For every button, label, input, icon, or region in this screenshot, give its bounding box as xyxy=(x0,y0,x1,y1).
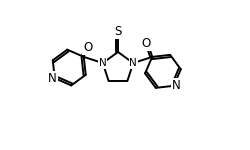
Text: N: N xyxy=(129,58,137,68)
Text: N: N xyxy=(172,79,181,92)
Text: O: O xyxy=(142,37,151,50)
Text: N: N xyxy=(99,58,107,68)
Text: N: N xyxy=(48,72,57,85)
Text: S: S xyxy=(114,25,122,38)
Text: O: O xyxy=(83,41,92,54)
